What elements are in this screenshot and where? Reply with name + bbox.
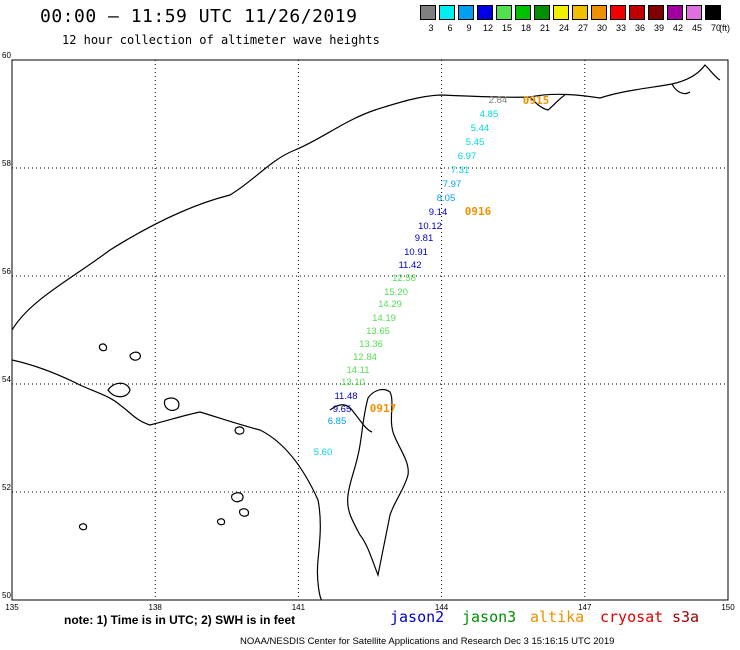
- colorbar-swatch: [629, 5, 645, 20]
- colorbar-swatch: [553, 5, 569, 20]
- map-subtitle: 12 hour collection of altimeter wave hei…: [62, 33, 380, 47]
- wave-height-value: 7.31: [451, 165, 470, 176]
- wave-height-value: 5.60: [314, 447, 333, 458]
- wave-height-value: 6.85: [328, 416, 347, 427]
- satellite-legend-altika: altika: [530, 608, 585, 626]
- wave-height-value: 9.65: [333, 404, 352, 415]
- wave-height-value: 12.84: [353, 352, 377, 363]
- wave-height-value: 10.91: [404, 247, 428, 258]
- wave-height-value: 15.20: [384, 287, 408, 298]
- lat-tick-label: 50: [2, 591, 11, 600]
- colorbar-swatch: [610, 5, 626, 20]
- wave-height-value: 5.45: [466, 137, 485, 148]
- lat-tick-label: 58: [2, 159, 11, 168]
- colorbar-swatch: [458, 5, 474, 20]
- lat-tick-label: 54: [2, 375, 11, 384]
- wave-height-value: 9.81: [415, 233, 434, 244]
- colorbar-swatch: [534, 5, 550, 20]
- wave-height-value: 11.42: [398, 260, 421, 271]
- colorbar-label: 15: [501, 23, 512, 33]
- colorbar-label: 12: [482, 23, 493, 33]
- wave-height-value: 2.84: [489, 95, 508, 106]
- wave-height-value: 9.14: [429, 207, 448, 218]
- wave-height-value: 6.97: [458, 151, 477, 162]
- satellite-legend-jason2: jason2: [390, 608, 445, 626]
- map-title: 00:00 – 11:59 UTC 11/26/2019: [40, 6, 358, 27]
- colorbar-label: 6: [447, 23, 453, 33]
- satellite-legend-jason3: jason3: [462, 608, 517, 626]
- footer-credit: NOAA/NESDIS Center for Satellite Applica…: [240, 636, 615, 647]
- colorbar-swatch: [496, 5, 512, 20]
- pass-time-labels: 0915 0916 0917: [370, 94, 550, 415]
- colorbar-label: 45: [691, 23, 702, 33]
- colorbar-swatch: [667, 5, 683, 20]
- satellite-legend: jason2 jason3 altika cryosat s3a: [0, 608, 740, 630]
- lon-tick-label: 150: [721, 603, 735, 612]
- satellite-legend-s3a: s3a: [672, 608, 700, 626]
- colorbar-unit: (ft): [719, 23, 730, 33]
- colorbar-label: 24: [558, 23, 569, 33]
- pass-time-label: 0916: [465, 205, 492, 218]
- coastline: [11, 64, 721, 601]
- colorbar-label: 33: [615, 23, 626, 33]
- colorbar-label: 30: [596, 23, 607, 33]
- lon-tick-label: 138: [149, 603, 163, 612]
- wave-height-value: 14.29: [378, 299, 402, 310]
- colorbar-label: 21: [539, 23, 550, 33]
- colorbar-label: 39: [653, 23, 664, 33]
- colorbar-swatch: [477, 5, 493, 20]
- colorbar-label: 9: [466, 23, 472, 33]
- colorbar-label: 3: [428, 23, 434, 33]
- colorbar-swatch: [439, 5, 455, 20]
- wave-height-value: 14.11: [346, 365, 369, 376]
- satellite-legend-cryosat: cryosat: [600, 608, 664, 626]
- colorbar-label: 27: [577, 23, 588, 33]
- colorbar-swatch: [420, 5, 436, 20]
- wave-height-value: 13.10: [341, 377, 365, 388]
- wave-height-value: 8.05: [437, 193, 456, 204]
- colorbar-swatch: [572, 5, 588, 20]
- wave-height-value: 11.48: [334, 391, 357, 402]
- colorbar-swatch: [648, 5, 664, 20]
- lat-tick-label: 52: [2, 483, 11, 492]
- wave-height-value: 5.44: [471, 123, 490, 134]
- lon-tick-label: 147: [578, 603, 592, 612]
- lon-tick-label: 141: [292, 603, 306, 612]
- pass-time-label: 0917: [370, 402, 397, 415]
- wave-height-value: 10.12: [418, 221, 442, 232]
- colorbar-swatch: [705, 5, 721, 20]
- axis-tick-labels: 135 138 141 144 147 150 60 58 56 54 52 50: [2, 51, 735, 612]
- colorbar-label: 42: [672, 23, 683, 33]
- wave-height-value: 4.85: [480, 109, 499, 120]
- wave-height-value: 14.19: [372, 313, 396, 324]
- colorbar-swatch: [686, 5, 702, 20]
- colorbar-swatch: [515, 5, 531, 20]
- pass-time-label: 0915: [523, 94, 550, 107]
- lon-tick-label: 144: [435, 603, 449, 612]
- wave-height-value: 12.58: [392, 273, 416, 284]
- wave-height-value: 7.97: [443, 179, 462, 190]
- wave-height-value: 13.65: [366, 326, 390, 337]
- lat-tick-label: 60: [2, 51, 11, 60]
- altimeter-track: 2.84 4.85 5.44 5.45 6.97 7.31 7.97 8.05 9.14 10.1…: [314, 95, 508, 458]
- lon-tick-label: 135: [5, 603, 19, 612]
- colorbar-label: 18: [520, 23, 531, 33]
- map-grid: [12, 60, 728, 600]
- lat-tick-label: 56: [2, 267, 11, 276]
- colorbar-label: 70: [710, 23, 721, 33]
- colorbar-swatch: [591, 5, 607, 20]
- wave-height-value: 13.36: [359, 339, 383, 350]
- footer-note: note: 1) Time is in UTC; 2) SWH is in fe…: [64, 613, 296, 627]
- colorbar-label: 36: [634, 23, 645, 33]
